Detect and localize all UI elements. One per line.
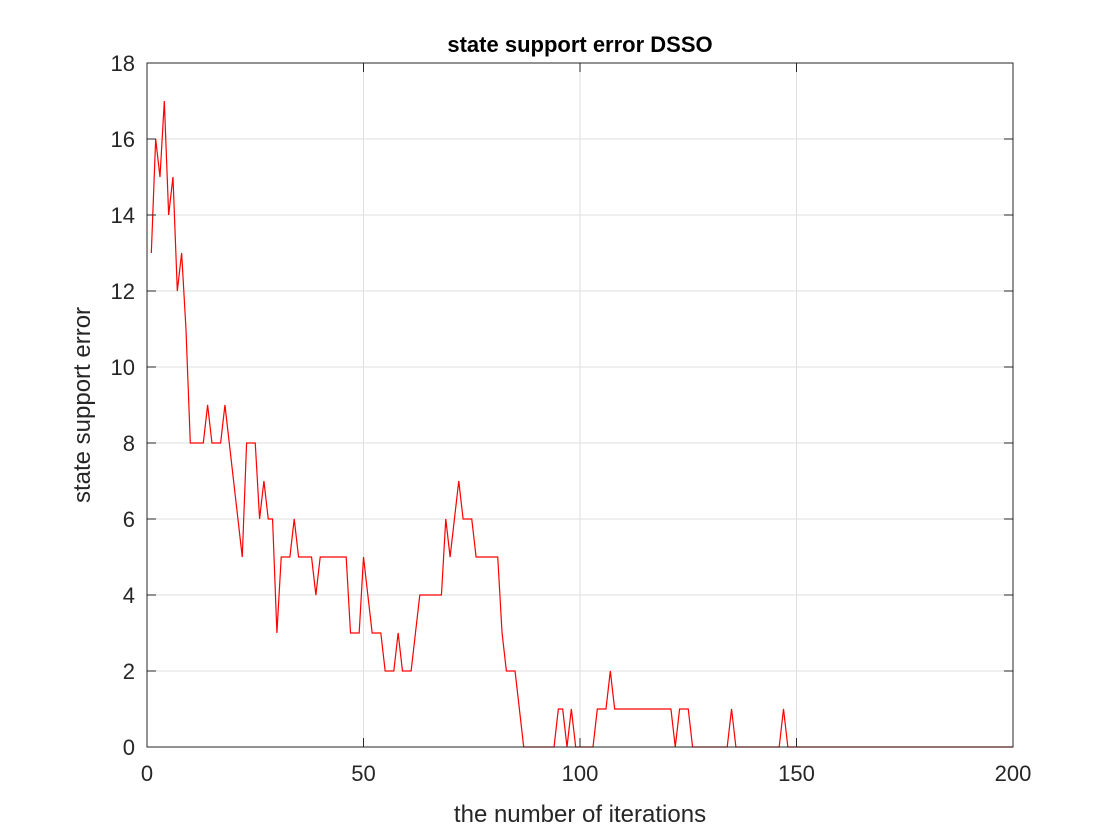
y-tick-label: 16 <box>111 127 135 152</box>
y-tick-label: 12 <box>111 279 135 304</box>
y-tick-label: 6 <box>123 507 135 532</box>
y-tick-labels: 0 2 4 6 8 10 12 14 16 18 <box>111 51 135 760</box>
grid-lines <box>147 63 1013 747</box>
y-tick-label: 8 <box>123 431 135 456</box>
y-tick-label: 0 <box>123 735 135 760</box>
x-tick-label: 150 <box>778 761 815 786</box>
y-axis-label: state support error <box>69 307 96 503</box>
y-tick-label: 18 <box>111 51 135 76</box>
tick-marks <box>146 62 1014 748</box>
y-tick-label: 4 <box>123 583 135 608</box>
y-tick-label: 10 <box>111 355 135 380</box>
x-tick-label: 0 <box>141 761 153 786</box>
chart-title: state support error DSSO <box>447 32 712 57</box>
x-tick-label: 50 <box>351 761 375 786</box>
y-tick-label: 14 <box>111 203 135 228</box>
x-tick-label: 200 <box>995 761 1032 786</box>
x-axis-label: the number of iterations <box>454 801 706 828</box>
x-tick-labels: 0 50 100 150 200 <box>141 761 1031 786</box>
y-tick-label: 2 <box>123 659 135 684</box>
x-tick-label: 100 <box>562 761 599 786</box>
